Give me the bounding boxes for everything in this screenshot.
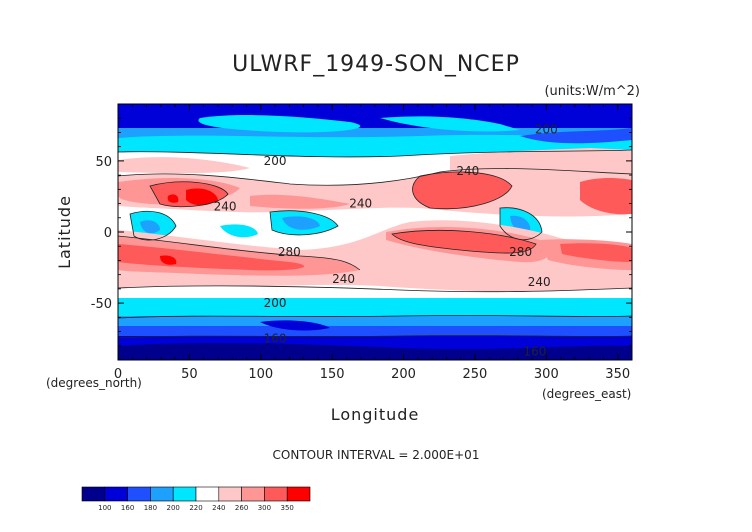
colorbar-label: 260	[235, 504, 248, 512]
colorbar-label: 200	[167, 504, 180, 512]
colorbar-label: 220	[189, 504, 202, 512]
x-tick-label: 300	[534, 367, 559, 382]
x-axis-title: Longitude	[331, 405, 420, 424]
chart-title: ULWRF_1949-SON_NCEP	[232, 52, 520, 77]
contour-label: 280	[509, 245, 532, 259]
colorbar-label: 160	[121, 504, 134, 512]
colorbar-swatch	[241, 486, 265, 502]
x-tick-label: 200	[391, 367, 416, 382]
contour-labels: 200 200 240 240 240 280 280 240 240 200 160 160	[214, 123, 558, 359]
colorbar-swatch	[104, 486, 128, 502]
contour-label: 200	[264, 154, 287, 168]
contour-label: 200	[535, 123, 558, 137]
contour-label: 240	[332, 272, 355, 286]
contour-field	[118, 104, 632, 360]
contour-label: 240	[349, 197, 372, 211]
colorbar-label: 350	[281, 504, 294, 512]
colorbar-swatch	[286, 486, 311, 502]
colorbar-swatch	[195, 486, 220, 502]
y-tick-label: 0	[104, 226, 112, 241]
colorbar-swatch	[150, 486, 174, 502]
colorbar-label: 300	[258, 504, 271, 512]
contour-label: 240	[214, 199, 237, 213]
units-label: (units:W/m^2)	[544, 84, 640, 99]
colorbar-label: 240	[212, 504, 225, 512]
colorbar-swatch	[127, 486, 151, 502]
x-tick-label: 250	[463, 367, 488, 382]
y-unit-label: (degrees_north)	[46, 376, 142, 390]
x-tick-label: 350	[605, 367, 630, 382]
contour-label: 160	[264, 332, 287, 346]
colorbar: 100 160 180 200 220 240 260 300 350	[81, 486, 311, 512]
colorbar-swatch	[218, 486, 242, 502]
contour-label: 200	[264, 296, 287, 310]
contour-label: 240	[528, 275, 551, 289]
x-unit-label: (degrees_east)	[542, 387, 631, 401]
y-axis: -50 0 50	[91, 117, 632, 347]
contour-label: 240	[456, 164, 479, 178]
contour-lines	[118, 149, 632, 339]
colorbar-swatch	[172, 486, 197, 502]
contour-interval-text: CONTOUR INTERVAL = 2.000E+01	[273, 448, 480, 462]
colorbar-swatch	[81, 486, 106, 502]
x-tick-label: 150	[320, 367, 345, 382]
colorbar-label: 180	[144, 504, 157, 512]
y-axis-title: Latitude	[55, 195, 74, 269]
contour-label: 160	[523, 344, 546, 358]
x-tick-label: 50	[181, 367, 198, 382]
x-tick-label: 100	[248, 367, 273, 382]
x-tick-label: 0	[114, 367, 122, 382]
x-axis: 0 50 100 150 200 250 300 350	[114, 104, 630, 382]
contour-label: 280	[278, 245, 301, 259]
y-tick-label: -50	[91, 297, 112, 312]
y-tick-label: 50	[95, 155, 112, 170]
colorbar-label: 100	[98, 504, 111, 512]
colorbar-swatch	[264, 486, 288, 502]
